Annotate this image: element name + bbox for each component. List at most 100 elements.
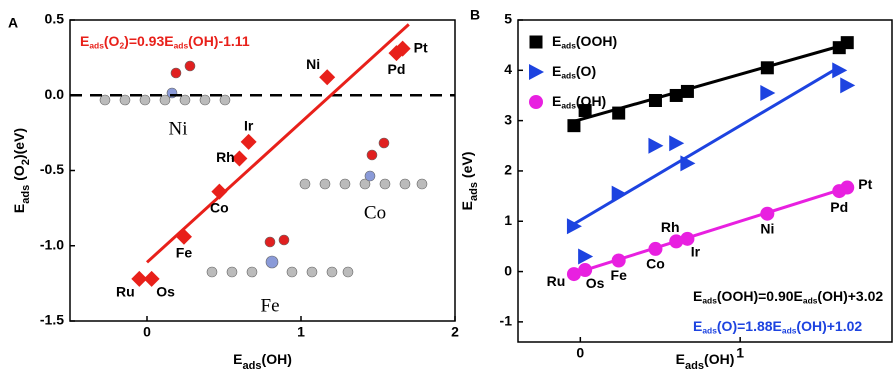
- fit-equation-part: ads: [89, 41, 104, 51]
- y-tick-label: -1.0: [40, 236, 64, 252]
- data-point: [648, 138, 663, 154]
- fit-equation-part: (OOH)=0.90E: [717, 288, 803, 304]
- x-tick-label: 1: [736, 345, 744, 361]
- x-axis-label-part: (OH): [704, 351, 734, 367]
- data-point: [176, 229, 192, 245]
- y-tick-label: 1: [504, 212, 512, 228]
- point-label: Os: [586, 275, 605, 291]
- y-tick-label: 3: [504, 111, 512, 127]
- legend-label-part: ads: [561, 41, 576, 51]
- fit-equation-part: ads: [174, 41, 189, 51]
- data-point: [612, 186, 627, 202]
- data-point: [648, 242, 662, 256]
- y-axis-label-part: ads: [20, 185, 32, 204]
- legend-marker: [530, 36, 543, 49]
- point-label: Pd: [830, 199, 848, 215]
- figure: A-1.5-1.0-0.50.00.5012Eads(OH)Eads (O2)(…: [0, 0, 895, 371]
- fit-equation-part: ads: [803, 296, 818, 306]
- legend-label-part: (OH): [576, 93, 606, 109]
- fit-equation-part: (O)=1.88E: [717, 318, 782, 334]
- x-tick-label: 0: [576, 345, 584, 361]
- point-label: Pt: [858, 176, 872, 192]
- data-point: [841, 36, 854, 49]
- x-axis-label-part: E: [233, 351, 242, 367]
- y-tick-label: 2: [504, 162, 512, 178]
- x-axis-label: Eads(OH): [233, 351, 292, 371]
- data-point: [681, 85, 694, 98]
- fit-equation-part: ads: [702, 326, 717, 336]
- y-tick-label: -1.5: [40, 312, 64, 328]
- x-axis-label: Eads(OH): [676, 351, 735, 371]
- point-label: Ni: [760, 220, 774, 236]
- point-label: Ir: [244, 118, 254, 134]
- legend-label-part: (O): [576, 63, 596, 79]
- fit-equation-part: E: [80, 33, 89, 49]
- point-label: Rh: [216, 149, 235, 165]
- x-tick-label: 2: [451, 324, 459, 340]
- data-point: [567, 119, 580, 132]
- data-point: [669, 135, 684, 151]
- fit-line: [574, 69, 836, 224]
- fit-equation-part: (OH)+1.02: [796, 318, 862, 334]
- fit-equation-part: E: [693, 318, 702, 334]
- x-axis-label-part: E: [676, 351, 685, 367]
- fit-equation-part: (OH)-1.11: [188, 33, 250, 49]
- legend-label-part: (OOH): [576, 33, 617, 49]
- fit-equation: Eads(O2)=0.93Eads(OH)-1.11: [80, 33, 250, 51]
- fit-equation-part: ads: [702, 296, 717, 306]
- legend-label-part: E: [552, 63, 561, 79]
- panel-label: B: [470, 7, 480, 23]
- fit-equation: Eads(OOH)=0.90Eads(OH)+3.02: [693, 288, 883, 306]
- fit-line: [147, 24, 409, 262]
- data-point: [612, 253, 626, 267]
- fit-equation-part: )=0.93E: [124, 33, 173, 49]
- legend-marker: [529, 95, 543, 109]
- inset-label: Ni: [169, 118, 188, 139]
- data-point: [670, 89, 683, 102]
- y-tick-label: -1: [500, 313, 513, 329]
- fit-equation-part: (OH)+3.02: [817, 288, 883, 304]
- inset-label: Fe: [261, 295, 280, 316]
- legend-label: Eads(OH): [552, 93, 606, 111]
- panel-label: A: [8, 15, 18, 31]
- legend-label: Eads(OOH): [552, 33, 617, 51]
- y-tick-label: 5: [504, 11, 512, 27]
- point-label: Pd: [388, 61, 406, 77]
- x-tick-label: 1: [297, 324, 305, 340]
- y-axis-label: Eads (O2)(eV): [11, 128, 32, 213]
- legend-label-part: E: [552, 93, 561, 109]
- data-point: [211, 184, 227, 200]
- fit-equation-part: ads: [782, 326, 797, 336]
- y-tick-label: 0.5: [45, 11, 65, 27]
- data-point: [832, 62, 847, 78]
- legend-label: Eads(O): [552, 63, 596, 81]
- data-point: [319, 69, 335, 85]
- y-tick-label: -0.5: [40, 161, 64, 177]
- y-axis-label-part: )(eV): [11, 128, 27, 159]
- data-point: [241, 134, 257, 150]
- data-point: [760, 85, 775, 101]
- point-label: Ru: [116, 284, 135, 300]
- point-label: Fe: [176, 244, 193, 260]
- y-axis-label-part: ads: [468, 182, 480, 201]
- data-point: [612, 107, 625, 120]
- y-tick-label: 4: [504, 61, 512, 77]
- legend-label-part: ads: [561, 71, 576, 81]
- y-tick-label: 0.0: [45, 86, 65, 102]
- y-axis-label-part: (eV): [459, 152, 475, 182]
- data-point: [760, 207, 774, 221]
- fit-equation: Eads(O)=1.88Eads(OH)+1.02: [693, 318, 862, 336]
- fit-equation-part: E: [693, 288, 702, 304]
- x-axis-label-part: ads: [242, 360, 261, 371]
- point-label: Co: [646, 256, 665, 272]
- point-label: Os: [156, 284, 175, 300]
- fit-equation-part: (O: [104, 33, 120, 49]
- data-point: [578, 248, 593, 264]
- point-label: Ni: [306, 56, 320, 72]
- molecule-decor: [100, 61, 427, 277]
- x-axis-label-part: ads: [685, 360, 704, 371]
- y-axis-label: Eads (eV): [459, 152, 480, 211]
- point-label: Co: [210, 199, 229, 215]
- y-tick-label: 0: [504, 262, 512, 278]
- point-label: Pt: [414, 39, 428, 55]
